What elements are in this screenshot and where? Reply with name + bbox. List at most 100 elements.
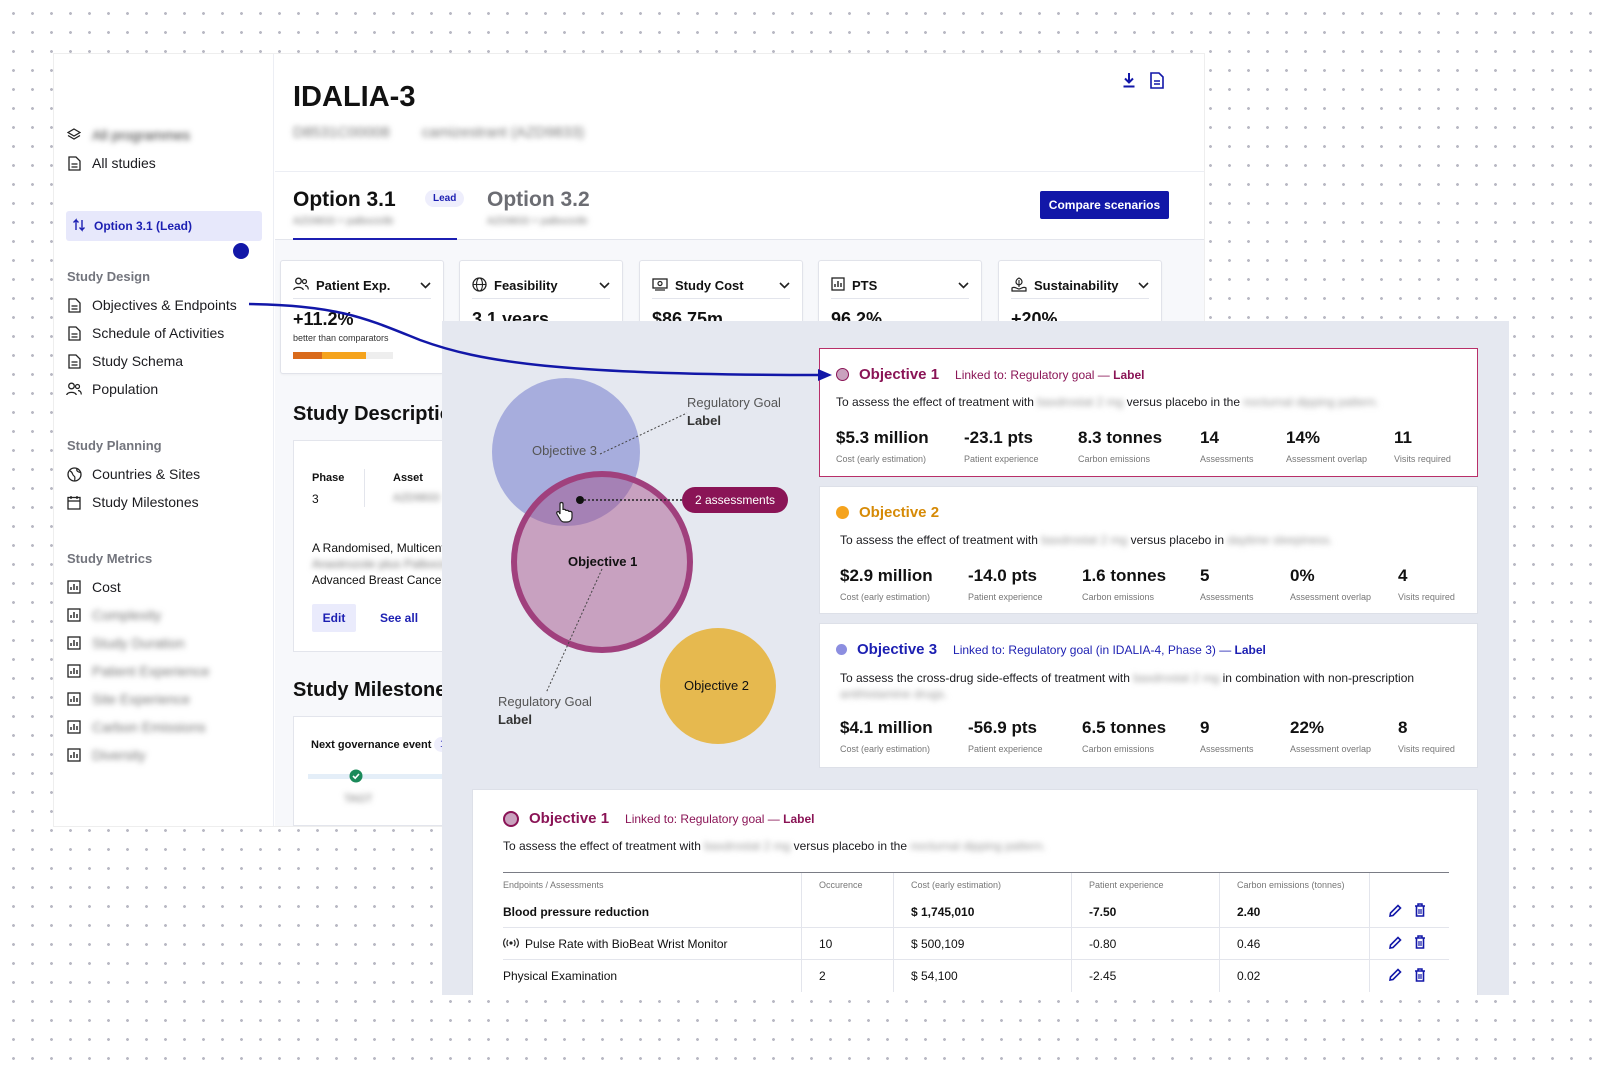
metric-progress-bar bbox=[293, 352, 393, 359]
bar-chart-icon bbox=[66, 579, 82, 595]
bubble-objective-2[interactable] bbox=[660, 628, 776, 744]
tab-option-3-1[interactable]: Option 3.1 bbox=[293, 188, 396, 211]
chevron-down-icon[interactable] bbox=[1138, 280, 1149, 292]
page-title: IDALIA-3 bbox=[293, 81, 416, 113]
lead-badge: Lead bbox=[425, 190, 465, 207]
nav-all-studies[interactable]: All studies bbox=[66, 150, 156, 176]
stat-cost: $5.3 million Cost (early estimation) bbox=[836, 428, 929, 464]
nav-population[interactable]: Population bbox=[66, 376, 158, 402]
nav-active-option[interactable]: Option 3.1 (Lead) bbox=[66, 211, 262, 241]
trash-icon[interactable] bbox=[1414, 903, 1426, 920]
chevron-down-icon[interactable] bbox=[958, 280, 969, 292]
stat-visits: 4 Visits required bbox=[1398, 566, 1455, 602]
edit-pencil-icon[interactable] bbox=[1389, 968, 1402, 984]
stat-overlap: 14% Assessment overlap bbox=[1286, 428, 1368, 464]
tab-option-3-2[interactable]: Option 3.2 bbox=[487, 188, 590, 211]
phase-label: Phase bbox=[312, 472, 345, 484]
nav-countries-sites[interactable]: Countries & Sites bbox=[66, 461, 200, 487]
money-icon bbox=[652, 277, 668, 294]
table-row[interactable]: Physical Examination 2 $ 54,100 -2.45 0.… bbox=[503, 960, 1449, 992]
objective-link[interactable]: Linked to: Regulatory goal — Label bbox=[625, 811, 815, 826]
metric-header: Patient Exp. bbox=[293, 273, 431, 299]
table-row[interactable]: Blood pressure reduction $ 1,745,010 -7.… bbox=[503, 896, 1449, 928]
section-study-metrics: Study Metrics bbox=[67, 551, 153, 566]
milestone-label: TAGT bbox=[344, 793, 373, 805]
metric-header: PTS bbox=[831, 273, 969, 299]
stat-visits: 11 Visits required bbox=[1394, 428, 1451, 464]
nav-cost[interactable]: Cost bbox=[66, 574, 121, 600]
asset-label: Asset bbox=[393, 472, 423, 484]
trash-icon[interactable] bbox=[1414, 967, 1426, 985]
stat-carbon: 6.5 tonnes Carbon emissions bbox=[1082, 718, 1167, 754]
chevron-down-icon[interactable] bbox=[599, 280, 610, 292]
nav-site-experience[interactable]: Site Experience bbox=[66, 686, 190, 712]
metric-card-patient-exp[interactable]: Patient Exp. +11.2% better than comparat… bbox=[280, 260, 444, 374]
objective-link[interactable]: Linked to: Regulatory goal — Label bbox=[955, 367, 1145, 382]
bubble-objective-3[interactable] bbox=[492, 378, 640, 526]
bar-chart-icon bbox=[66, 663, 82, 679]
metric-note: better than comparators bbox=[293, 333, 389, 343]
nav-study-milestones[interactable]: Study Milestones bbox=[66, 489, 199, 515]
stat-carbon: 1.6 tonnes Carbon emissions bbox=[1082, 566, 1167, 602]
report-icon[interactable] bbox=[1150, 72, 1164, 94]
nav-schedule-of-activities[interactable]: Schedule of Activities bbox=[66, 320, 224, 346]
download-icon[interactable] bbox=[1122, 72, 1136, 94]
metric-progress-fill bbox=[293, 352, 366, 359]
nav-patient-experience[interactable]: Patient Experience bbox=[66, 658, 210, 684]
wearable-signal-icon bbox=[503, 937, 519, 951]
document-icon bbox=[66, 297, 82, 313]
chevron-down-icon[interactable] bbox=[779, 280, 790, 292]
document-icon bbox=[66, 155, 82, 171]
document-icon bbox=[66, 325, 82, 341]
globe-icon bbox=[66, 466, 82, 482]
objective-name: Objective 1 bbox=[529, 810, 610, 827]
nav-complexity[interactable]: Complexity bbox=[66, 602, 161, 628]
trash-icon[interactable] bbox=[1414, 935, 1426, 952]
table-row[interactable]: Pulse Rate with BioBeat Wrist Monitor 10… bbox=[503, 928, 1449, 960]
nav-carbon-emissions[interactable]: Carbon Emissions bbox=[66, 714, 206, 740]
nav-study-schema[interactable]: Study Schema bbox=[66, 348, 183, 374]
regulatory-goal-label-bottom: Regulatory Goal Label bbox=[498, 694, 592, 727]
endpoints-table: Endpoints / Assessments Occurence Cost (… bbox=[503, 872, 1449, 992]
check-circle-icon bbox=[349, 769, 363, 788]
see-all-link[interactable]: See all bbox=[380, 611, 419, 625]
bar-chart-icon bbox=[831, 277, 845, 294]
metric-header: Feasibility bbox=[472, 273, 610, 299]
stat-overlap: 22% Assessment overlap bbox=[1290, 718, 1372, 754]
objective-card-1[interactable]: Objective 1 Linked to: Regulatory goal —… bbox=[819, 348, 1478, 477]
chevron-down-icon[interactable] bbox=[420, 280, 431, 292]
active-tab-underline bbox=[293, 238, 457, 240]
edit-pencil-icon[interactable] bbox=[1389, 935, 1402, 952]
nav-study-duration[interactable]: Study Duration bbox=[66, 630, 185, 656]
bubble-objective-1[interactable] bbox=[511, 471, 693, 653]
metric-header: Sustainability bbox=[1011, 273, 1149, 299]
edit-pencil-icon[interactable] bbox=[1389, 903, 1402, 920]
regulatory-goal-label-top: Regulatory Goal Label bbox=[687, 395, 781, 428]
leader-line-bottom bbox=[545, 568, 603, 694]
sidebar: All programmes All studies Option 3.1 (L… bbox=[54, 54, 274, 826]
study-description-title: Study Description bbox=[293, 403, 465, 425]
objective-description: To assess the effect of treatment with b… bbox=[503, 839, 1046, 853]
bar-chart-icon bbox=[66, 691, 82, 707]
calendar-icon bbox=[66, 494, 82, 510]
divider bbox=[364, 469, 365, 507]
nav-objectives-endpoints[interactable]: Objectives & Endpoints bbox=[66, 292, 237, 318]
compare-scenarios-button[interactable]: Compare scenarios bbox=[1040, 191, 1169, 219]
objective-card-2[interactable]: Objective 2 To assess the effect of trea… bbox=[819, 486, 1478, 614]
nav-diversity[interactable]: Diversity bbox=[66, 742, 146, 768]
stat-cost: $4.1 million Cost (early estimation) bbox=[840, 718, 933, 754]
objectives-overlay: Objective 3 Objective 1 Objective 2 Regu… bbox=[442, 321, 1509, 995]
objective-card-3[interactable]: Objective 3 Linked to: Regulatory goal (… bbox=[819, 623, 1478, 768]
objective-link[interactable]: Linked to: Regulatory goal (in IDALIA-4,… bbox=[953, 642, 1266, 657]
overlap-marker bbox=[576, 496, 584, 504]
layers-icon bbox=[66, 127, 82, 143]
stat-cost: $2.9 million Cost (early estimation) bbox=[840, 566, 933, 602]
edit-button[interactable]: Edit bbox=[312, 604, 356, 632]
section-study-design: Study Design bbox=[67, 269, 151, 284]
nav-all-programmes[interactable]: All programmes bbox=[66, 122, 190, 148]
bubble-label-objective-3: Objective 3 bbox=[532, 443, 598, 458]
table-header: Endpoints / Assessments Occurence Cost (… bbox=[503, 872, 1449, 896]
assessments-pill[interactable]: 2 assessments bbox=[682, 487, 789, 513]
connector-dot bbox=[233, 243, 249, 259]
objective-description: To assess the effect of treatment with b… bbox=[840, 533, 1333, 547]
